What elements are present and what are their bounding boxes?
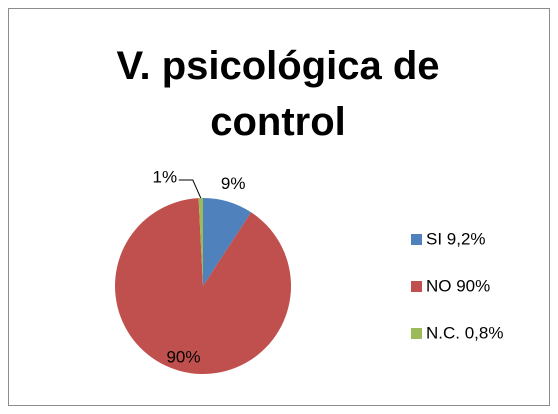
legend-swatch xyxy=(411,328,422,339)
legend-label: SI 9,2% xyxy=(426,229,486,248)
data-label: 1% xyxy=(152,168,177,187)
chart-title: V. psicológica de control xyxy=(116,44,440,144)
pie-slice xyxy=(115,198,291,375)
legend-swatch xyxy=(411,234,422,245)
pie-slice xyxy=(203,198,252,286)
legend-label: NO 90% xyxy=(426,276,490,295)
data-label: 9% xyxy=(221,174,246,193)
leader-line xyxy=(178,179,202,199)
data-label: 90% xyxy=(166,348,200,367)
pie-slice xyxy=(198,198,203,286)
legend-label: N.C. 0,8% xyxy=(426,323,503,342)
chart-frame xyxy=(8,8,550,406)
legend-swatch xyxy=(411,281,422,292)
